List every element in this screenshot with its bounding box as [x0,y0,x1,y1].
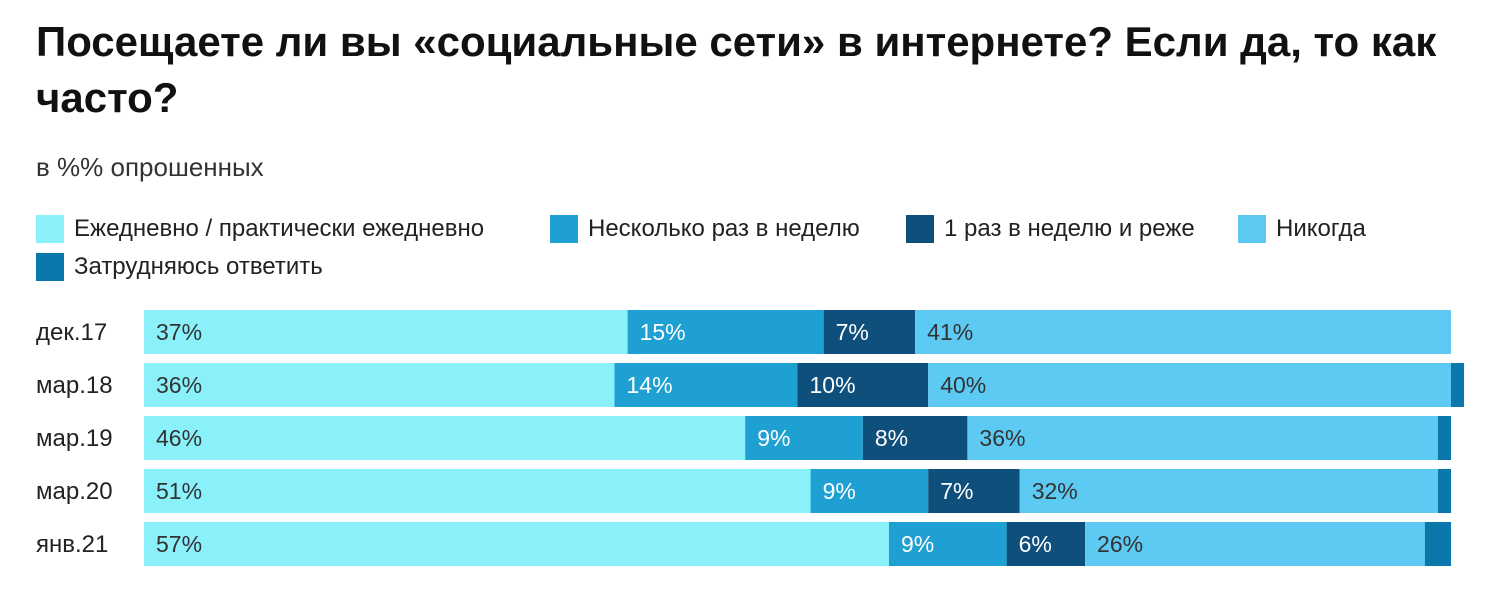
value-label-daily: 37% [156,319,202,345]
bar-segment-several-times [888,522,1007,566]
legend-label-weekly-or-less: 1 раз в неделю и реже [944,215,1195,242]
value-label-several-times: 9% [757,425,790,451]
row-label: дек.17 [36,319,107,346]
row-label: мар.20 [36,478,113,505]
legend-label-several-times: Несколько раз в неделю [588,215,860,242]
legend-label-never: Никогда [1276,215,1366,242]
value-label-weekly-or-less: 10% [810,372,856,398]
bar-segment-daily [144,469,811,513]
value-label-daily: 57% [156,531,202,557]
bar-segment-weekly-or-less [862,416,968,460]
row-label: мар.18 [36,372,113,399]
legend-swatch-daily [36,215,64,243]
legend-item-several-times: Несколько раз в неделю [550,212,860,246]
bar-segment-daily [144,416,746,460]
value-label-never: 41% [927,319,973,345]
legend-swatch-weekly-or-less [906,215,934,243]
bar-segment-daily [144,522,889,566]
row-label: мар.19 [36,425,113,452]
legend-item-never: Никогда [1238,212,1366,246]
value-label-never: 40% [940,372,986,398]
bar-segment-never [915,310,1451,354]
value-label-several-times: 14% [627,372,673,398]
value-label-never: 26% [1097,531,1143,557]
legend-swatch-never [1238,215,1266,243]
chart-subtitle: в %% опрошенных [36,152,264,182]
value-label-never: 36% [979,425,1025,451]
row-label: янв.21 [36,531,108,558]
bar-segment-several-times [810,469,929,513]
bar-segment-daily [144,310,628,354]
value-label-daily: 36% [156,372,202,398]
legend-item-hard-to-say: Затрудняюсь ответить [36,250,323,284]
value-label-never: 32% [1032,478,1078,504]
bar-segment-hard-to-say [1451,363,1465,407]
value-label-daily: 46% [156,425,202,451]
bar-segment-daily [144,363,615,407]
bar-segment-weekly-or-less [823,310,916,354]
bar-segment-hard-to-say [1437,469,1451,513]
value-label-daily: 51% [156,478,202,504]
legend-item-weekly-or-less: 1 раз в неделю и реже [906,212,1195,246]
value-label-several-times: 15% [640,319,686,345]
bar-segment-several-times [627,310,824,354]
bar-segment-weekly-or-less [1006,522,1086,566]
value-label-weekly-or-less: 7% [940,478,973,504]
bar-segment-several-times [614,363,798,407]
bar-segment-weekly-or-less [797,363,929,407]
legend-swatch-several-times [550,215,578,243]
value-label-weekly-or-less: 6% [1019,531,1052,557]
chart-title: Посещаете ли вы «социальные сети» в инте… [36,18,1437,121]
legend-label-hard-to-say: Затрудняюсь ответить [74,253,323,280]
legend-item-daily: Ежедневно / практически ежедневно [36,212,484,246]
value-label-several-times: 9% [823,478,856,504]
bar-segment-never [928,363,1451,407]
bar-segment-hard-to-say [1437,416,1451,460]
bar-segment-hard-to-say [1424,522,1451,566]
bar-segment-never [1085,522,1425,566]
legend-swatch-hard-to-say [36,253,64,281]
value-label-weekly-or-less: 8% [875,425,908,451]
value-label-several-times: 9% [901,531,934,557]
bar-segment-weekly-or-less [928,469,1020,513]
bar-segment-never [1019,469,1438,513]
legend-label-daily: Ежедневно / практически ежедневно [74,215,485,242]
value-label-weekly-or-less: 7% [836,319,869,345]
bar-segment-several-times [745,416,863,460]
bar-segment-never [967,416,1438,460]
